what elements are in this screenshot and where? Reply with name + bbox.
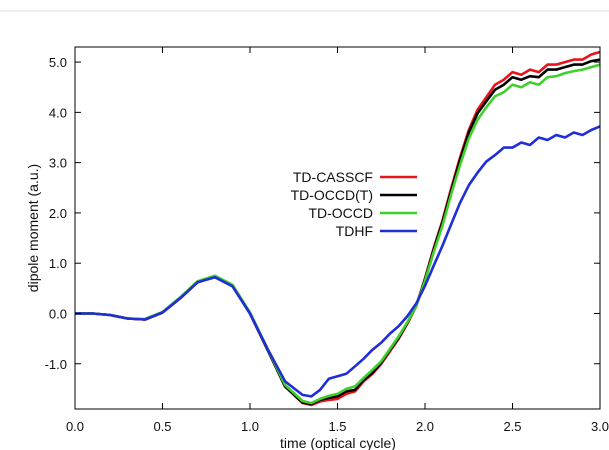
y-tick-label: 4.0 xyxy=(49,105,67,120)
x-tick-label: 1.0 xyxy=(241,419,259,434)
legend-label: TD-OCCD(T) xyxy=(291,187,373,203)
x-tick-label: 0.5 xyxy=(153,419,171,434)
x-axis-label: time (optical cycle) xyxy=(280,435,396,450)
x-tick-label: 3.0 xyxy=(591,419,609,434)
y-tick-label: 1.0 xyxy=(49,256,67,271)
x-tick-label: 2.0 xyxy=(416,419,434,434)
ticks-layer: 0.0 0.5 1.0 1.5 2.0 2.5 3.0 -1.0 0.0 1.0 2.0 3.0 4.0… xyxy=(45,47,609,434)
x-tick-label: 2.5 xyxy=(503,419,521,434)
x-tick-label: 1.5 xyxy=(328,419,346,434)
y-tick-label: 3.0 xyxy=(49,156,67,171)
x-tick-label: 0.0 xyxy=(66,419,84,434)
legend-label: TD-CASSCF xyxy=(293,169,373,185)
legend-label: TD-OCCD xyxy=(308,205,373,221)
y-tick-label: 2.0 xyxy=(49,206,67,221)
legend: TD-CASSCF TD-OCCD(T) TD-OCCD TDHF xyxy=(291,169,417,239)
series-line-td-occd xyxy=(75,63,600,405)
y-tick-label: -1.0 xyxy=(45,357,67,372)
series-line-tdhf xyxy=(75,125,600,398)
series-layer xyxy=(75,50,600,407)
legend-label: TDHF xyxy=(336,223,373,239)
y-axis-label: dipole moment (a.u.) xyxy=(25,164,41,292)
y-tick-label: 0.0 xyxy=(49,306,67,321)
y-tick-label: 5.0 xyxy=(49,55,67,70)
